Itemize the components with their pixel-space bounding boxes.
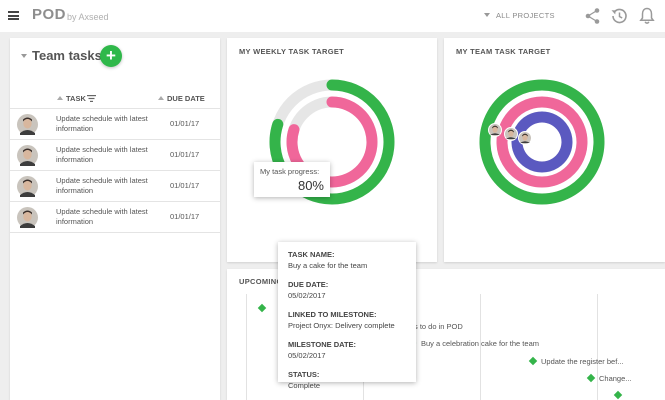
team-member-avatar[interactable]	[504, 127, 518, 141]
status-label: STATUS:	[288, 370, 320, 379]
sort-arrow-icon	[158, 96, 164, 100]
avatar	[17, 114, 38, 135]
team-member-avatar[interactable]	[518, 131, 532, 145]
ring-progress-inner[interactable]	[511, 111, 573, 173]
task-detail-tooltip: TASK NAME: Buy a cake for the team DUE D…	[278, 242, 416, 390]
task-due-date: 01/01/17	[170, 181, 200, 190]
app-byline: by Axseed	[67, 12, 109, 22]
linked-milestone-value: Project Onyx: Delivery complete	[288, 321, 395, 330]
column-header-task[interactable]: TASK	[57, 94, 86, 103]
team-member-avatar[interactable]	[488, 123, 502, 137]
weekly-target-chart	[269, 79, 395, 205]
bell-icon[interactable]	[637, 6, 657, 26]
weekly-target-card: MY WEEKLY TASK TARGET	[227, 38, 437, 262]
filter-icon[interactable]	[87, 95, 96, 102]
task-row[interactable]: Update schedule with latest information 0…	[10, 139, 220, 170]
chevron-down-icon	[484, 13, 490, 17]
milestone-date-value: 05/02/2017	[288, 351, 326, 360]
task-row[interactable]: Update schedule with latest information 0…	[10, 170, 220, 201]
task-name: Update schedule with latest information	[56, 207, 148, 226]
task-progress-label: My task progress:	[260, 167, 320, 176]
history-icon[interactable]	[609, 6, 629, 26]
add-task-button[interactable]: +	[100, 45, 122, 67]
task-name: Update schedule with latest information	[56, 176, 148, 195]
sort-arrow-icon	[57, 96, 63, 100]
task-due-date: 01/01/17	[170, 212, 200, 221]
milestone-label[interactable]: Buy a celebration cake for the team	[421, 339, 539, 348]
task-due-date: 01/01/17	[170, 150, 200, 159]
upcoming-title: UPCOMING	[239, 277, 283, 286]
ring-progress-middle[interactable]	[496, 96, 588, 188]
task-row[interactable]: Update schedule with latest information 0…	[10, 108, 220, 139]
column-header-due-label: DUE DATE	[167, 94, 205, 103]
linked-milestone-label: LINKED TO MILESTONE:	[288, 310, 377, 319]
task-name-value: Buy a cake for the team	[288, 261, 368, 270]
team-target-chart	[479, 79, 605, 205]
task-name: Update schedule with latest information	[56, 114, 148, 133]
milestone-label[interactable]: Update the register bef...	[541, 357, 624, 366]
milestone-label[interactable]: ings to do in POD	[404, 322, 463, 331]
status-value: Complete	[288, 381, 321, 390]
avatar	[17, 176, 38, 197]
task-progress-value: 80%	[297, 178, 324, 193]
app-logo: POD	[32, 6, 67, 23]
team-target-title: MY TEAM TASK TARGET	[456, 47, 551, 56]
avatar	[17, 145, 38, 166]
hamburger-menu-icon[interactable]	[8, 11, 19, 20]
task-name-label: TASK NAME:	[288, 250, 335, 259]
ring-progress-inner[interactable]	[286, 96, 378, 188]
row-divider	[10, 232, 220, 233]
project-selector-label: ALL PROJECTS	[496, 11, 555, 20]
task-progress-tooltip: My task progress: 80%	[254, 162, 330, 197]
team-tasks-title: Team tasks	[32, 48, 102, 63]
avatar	[17, 207, 38, 228]
top-bar: POD by Axseed ALL PROJECTS	[0, 0, 665, 32]
column-header-due-date[interactable]: DUE DATE	[158, 94, 205, 103]
column-header-task-label: TASK	[66, 94, 86, 103]
milestone-label[interactable]: Change...	[599, 374, 632, 383]
task-due-date: 01/01/17	[170, 119, 200, 128]
project-selector[interactable]: ALL PROJECTS	[484, 11, 555, 20]
timeline-gridline	[480, 294, 481, 400]
milestone-date-label: MILESTONE DATE:	[288, 340, 357, 349]
team-tasks-card	[10, 38, 220, 400]
share-icon[interactable]	[583, 6, 603, 26]
timeline-gridline	[246, 294, 247, 400]
weekly-target-title: MY WEEKLY TASK TARGET	[239, 47, 345, 56]
task-name: Update schedule with latest information	[56, 145, 148, 164]
ring-progress-outer[interactable]	[479, 79, 605, 205]
due-date-label: DUE DATE:	[288, 280, 329, 289]
timeline-gridline	[597, 294, 598, 400]
collapse-caret-icon[interactable]	[21, 54, 27, 58]
task-row[interactable]: Update schedule with latest information 0…	[10, 201, 220, 232]
due-date-value: 05/02/2017	[288, 291, 326, 300]
